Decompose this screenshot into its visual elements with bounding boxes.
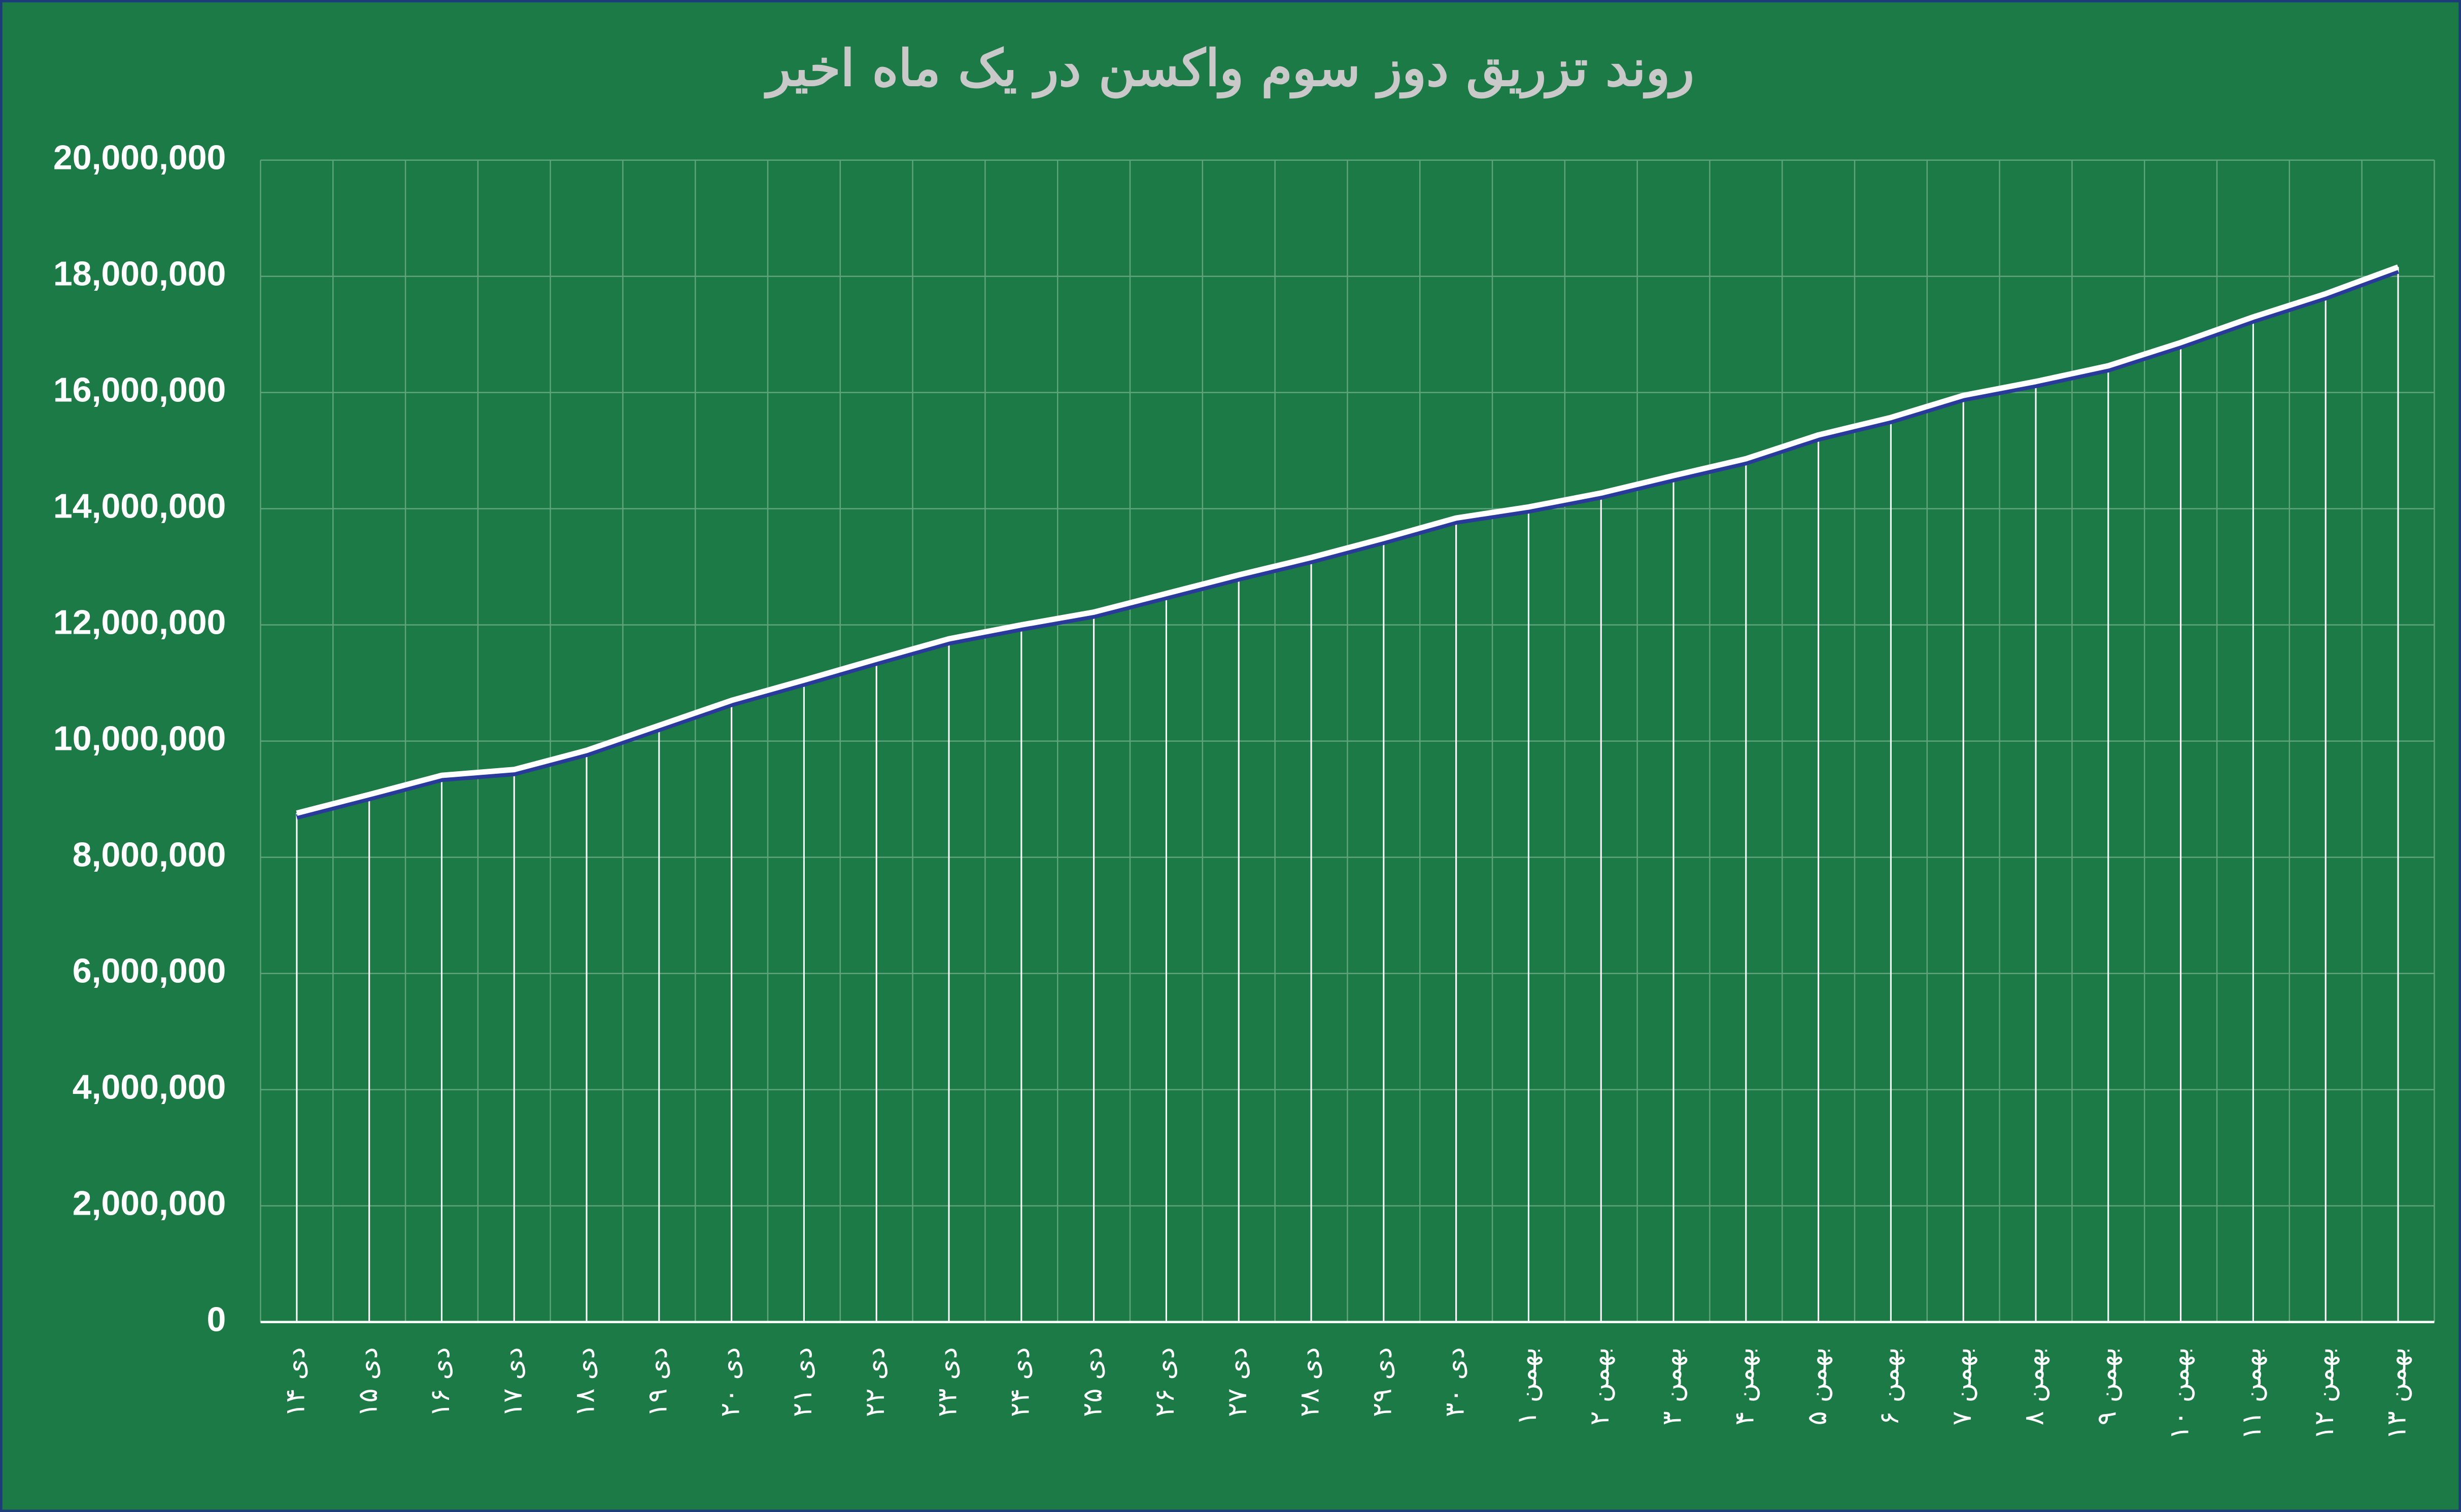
x-tick-label: ۳ بهمن [1657, 1347, 1688, 1425]
line [296, 264, 2399, 816]
x-tick-label: ۱۷ دی [497, 1347, 528, 1417]
x-tick-label: ۶ بهمن [1874, 1347, 1905, 1425]
x-tick-label: ۱۸ دی [570, 1347, 601, 1417]
x-tick-label: ۱۳ بهمن [2381, 1347, 2412, 1440]
x-tick-label: ۸ بهمن [2019, 1347, 2050, 1425]
x-tick-label: ۱۵ دی [352, 1347, 383, 1417]
x-tick-label: ۲۷ دی [1222, 1347, 1253, 1417]
x-tick-label: ۴ بهمن [1729, 1347, 1760, 1425]
y-tick-label: 2,000,000 [73, 1184, 226, 1223]
y-tick-label: 4,000,000 [73, 1068, 226, 1107]
x-tick-label: ۳۰ دی [1439, 1347, 1470, 1417]
x-tick-label: ۱۹ دی [642, 1347, 673, 1417]
x-tick-label: ۲۶ دی [1149, 1347, 1180, 1417]
y-tick-label: 10,000,000 [53, 719, 226, 758]
x-tick-label: ۵ بهمن [1801, 1347, 1832, 1425]
x-tick-label: ۱ بهمن [1512, 1347, 1543, 1425]
y-tick-label: 8,000,000 [73, 836, 226, 874]
x-tick-label: ۱۰ بهمن [2164, 1347, 2195, 1440]
x-tick-label: ۲۲ دی [860, 1347, 891, 1417]
y-tick-label: 0 [207, 1300, 226, 1339]
x-tick-label: ۱۶ دی [425, 1347, 456, 1417]
y-tick-label: 12,000,000 [53, 603, 226, 642]
y-tick-label: 14,000,000 [53, 487, 226, 526]
x-tick-label: ۲۳ دی [932, 1347, 963, 1417]
x-tick-label: ۱۴ دی [280, 1347, 311, 1417]
y-tick-label: 6,000,000 [73, 952, 226, 990]
x-tick-label: ۱۱ بهمن [2236, 1347, 2267, 1440]
x-tick-label: ۲۸ دی [1294, 1347, 1325, 1417]
x-tick-label: ۲ بهمن [1584, 1347, 1615, 1425]
x-tick-label: ۱۲ بهمن [2309, 1347, 2340, 1440]
x-tick-label: ۲۹ دی [1366, 1347, 1397, 1417]
chart-title: روند تزریق دوز سوم واکسن در یک ماه اخیر [764, 39, 1694, 98]
y-tick-label: 20,000,000 [53, 139, 226, 177]
x-tick-label: ۹ بهمن [2091, 1347, 2122, 1425]
x-tick-label: ۷ بهمن [1946, 1347, 1977, 1425]
y-tick-label: 16,000,000 [53, 371, 226, 409]
line-shadow [296, 268, 2399, 820]
x-tick-label: ۲۴ دی [1004, 1347, 1035, 1417]
x-tick-label: ۲۵ دی [1077, 1347, 1108, 1417]
x-tick-label: ۲۱ دی [787, 1347, 818, 1417]
y-tick-label: 18,000,000 [53, 255, 226, 293]
x-tick-label: ۲۰ دی [714, 1347, 745, 1417]
